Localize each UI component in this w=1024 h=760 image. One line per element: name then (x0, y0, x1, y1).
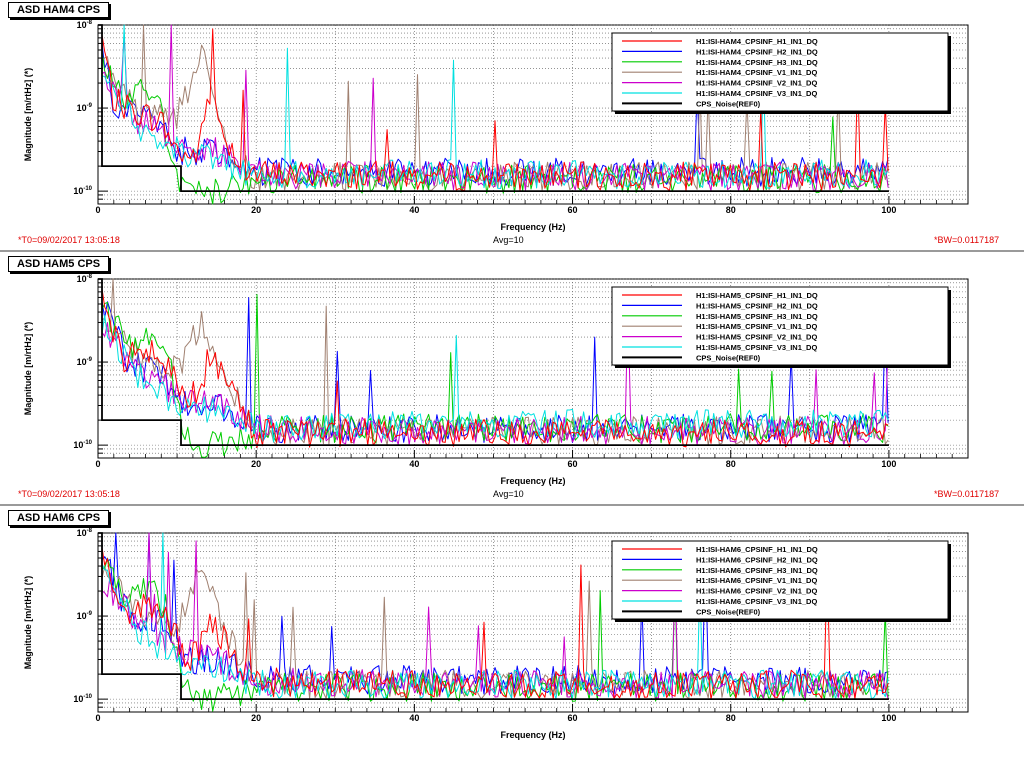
series-line-h2 (101, 42, 889, 187)
panel-title: ASD HAM5 CPS (8, 256, 109, 272)
x-tick-label: 20 (251, 205, 261, 215)
y-tick-label: 10-9 (77, 357, 93, 367)
legend-entry: H1:ISI-HAM5_CPSINF_V1_IN1_DQ (696, 322, 817, 331)
y-tick-label: 10-9 (77, 611, 93, 621)
x-tick-label: 100 (881, 713, 896, 723)
legend-entry: CPS_Noise(REF0) (696, 607, 761, 616)
series-line-v1 (101, 278, 889, 446)
x-tick-label: 40 (409, 205, 419, 215)
legend-entry: H1:ISI-HAM4_CPSINF_V3_IN1_DQ (696, 89, 817, 98)
x-tick-label: 100 (881, 205, 896, 215)
legend-entry: H1:ISI-HAM5_CPSINF_H2_IN1_DQ (696, 301, 818, 310)
y-tick-label: 10-8 (77, 274, 93, 284)
y-tick-label: 10-10 (73, 694, 92, 704)
legend-entry: H1:ISI-HAM4_CPSINF_H3_IN1_DQ (696, 58, 818, 67)
series-line-v1 (101, 24, 889, 192)
asd-panel-ham6: 0 20 40 60 80 100 10-10 10-9 10-8 Frequency (Hz) M… (0, 508, 1024, 760)
y-axis-label: Magnitude [m/rtHz] (*) (23, 322, 33, 416)
series-line-h2 (101, 532, 889, 695)
y-tick-label: 10-9 (77, 103, 93, 113)
series-line-v3 (101, 532, 889, 700)
x-axis-label: Frequency (Hz) (500, 730, 565, 740)
asd-panel-ham4: 0 20 40 60 80 100 10-10 10-9 10-8 Frequency (Hz) M… (0, 0, 1024, 252)
legend-entry: CPS_Noise(REF0) (696, 99, 761, 108)
x-tick-label: 20 (251, 459, 261, 469)
y-tick-label: 10-10 (73, 440, 92, 450)
x-axis-label: Frequency (Hz) (500, 476, 565, 486)
t0-label: *T0=09/02/2017 13:05:18 (18, 489, 120, 499)
asd-panel-ham5: 0 20 40 60 80 100 10-10 10-9 10-8 Frequency (Hz) M… (0, 254, 1024, 506)
series-line-ref0 (98, 24, 889, 193)
y-tick-label: 10-8 (77, 20, 93, 30)
legend-entry: H1:ISI-HAM4_CPSINF_V2_IN1_DQ (696, 79, 817, 88)
panel-title: ASD HAM4 CPS (8, 2, 109, 18)
legend-entry: CPS_Noise(REF0) (696, 353, 761, 362)
x-tick-label: 60 (568, 713, 578, 723)
series-line-ref0 (98, 532, 889, 701)
panel-title: ASD HAM6 CPS (8, 510, 109, 526)
bw-label: *BW=0.0117187 (934, 235, 1000, 245)
y-tick-label: 10-10 (73, 186, 92, 196)
series-line-h3 (101, 294, 889, 458)
series-line-v3 (101, 24, 889, 190)
legend-entry: H1:ISI-HAM5_CPSINF_V3_IN1_DQ (696, 343, 817, 352)
legend-entry: H1:ISI-HAM5_CPSINF_H1_IN1_DQ (696, 291, 818, 300)
x-tick-label: 80 (726, 459, 736, 469)
legend-entry: H1:ISI-HAM4_CPSINF_V1_IN1_DQ (696, 68, 817, 77)
avg-label: Avg=10 (493, 235, 524, 245)
legend-entry: H1:ISI-HAM6_CPSINF_V1_IN1_DQ (696, 576, 817, 585)
x-tick-label: 100 (881, 459, 896, 469)
asd-chart-ham5: 0 20 40 60 80 100 10-10 10-9 10-8 Frequency (Hz) M… (23, 274, 969, 486)
asd-chart-ham4: 0 20 40 60 80 100 10-10 10-9 10-8 Frequency (Hz) M… (23, 20, 969, 232)
legend-entry: H1:ISI-HAM5_CPSINF_V2_IN1_DQ (696, 333, 817, 342)
y-axis-label: Magnitude [m/rtHz] (*) (23, 68, 33, 162)
legend-entry: H1:ISI-HAM5_CPSINF_H3_IN1_DQ (696, 312, 818, 321)
series-line-h1 (101, 547, 889, 700)
panel-separator (0, 250, 1024, 252)
series-line-v2 (101, 305, 889, 446)
series-line-v2 (101, 24, 889, 192)
avg-label: Avg=10 (493, 489, 524, 499)
legend-entry: H1:ISI-HAM6_CPSINF_V2_IN1_DQ (696, 587, 817, 596)
x-tick-label: 60 (568, 459, 578, 469)
x-tick-label: 40 (409, 459, 419, 469)
x-tick-label: 0 (95, 713, 100, 723)
x-tick-label: 20 (251, 713, 261, 723)
x-tick-label: 40 (409, 713, 419, 723)
x-tick-label: 0 (95, 205, 100, 215)
legend-entry: H1:ISI-HAM4_CPSINF_H2_IN1_DQ (696, 47, 818, 56)
panel-separator (0, 504, 1024, 506)
y-tick-label: 10-8 (77, 528, 93, 538)
bw-label: *BW=0.0117187 (934, 489, 1000, 499)
x-tick-label: 80 (726, 205, 736, 215)
legend-entry: H1:ISI-HAM6_CPSINF_H1_IN1_DQ (696, 545, 818, 554)
asd-chart-ham6: 0 20 40 60 80 100 10-10 10-9 10-8 Frequency (Hz) M… (23, 528, 969, 740)
x-tick-label: 80 (726, 713, 736, 723)
legend-entry: H1:ISI-HAM6_CPSINF_H3_IN1_DQ (696, 566, 818, 575)
legend-entry: H1:ISI-HAM4_CPSINF_H1_IN1_DQ (696, 37, 818, 46)
series-line-h1 (101, 28, 889, 192)
x-tick-label: 0 (95, 459, 100, 469)
x-tick-label: 60 (568, 205, 578, 215)
y-axis-label: Magnitude [m/rtHz] (*) (23, 576, 33, 670)
series-line-v3 (101, 314, 889, 443)
series-line-ref0 (98, 278, 889, 447)
series-line-h1 (101, 288, 889, 448)
x-axis-label: Frequency (Hz) (500, 222, 565, 232)
legend-entry: H1:ISI-HAM6_CPSINF_V3_IN1_DQ (696, 597, 817, 606)
t0-label: *T0=09/02/2017 13:05:18 (18, 235, 120, 245)
legend-entry: H1:ISI-HAM6_CPSINF_H2_IN1_DQ (696, 555, 818, 564)
